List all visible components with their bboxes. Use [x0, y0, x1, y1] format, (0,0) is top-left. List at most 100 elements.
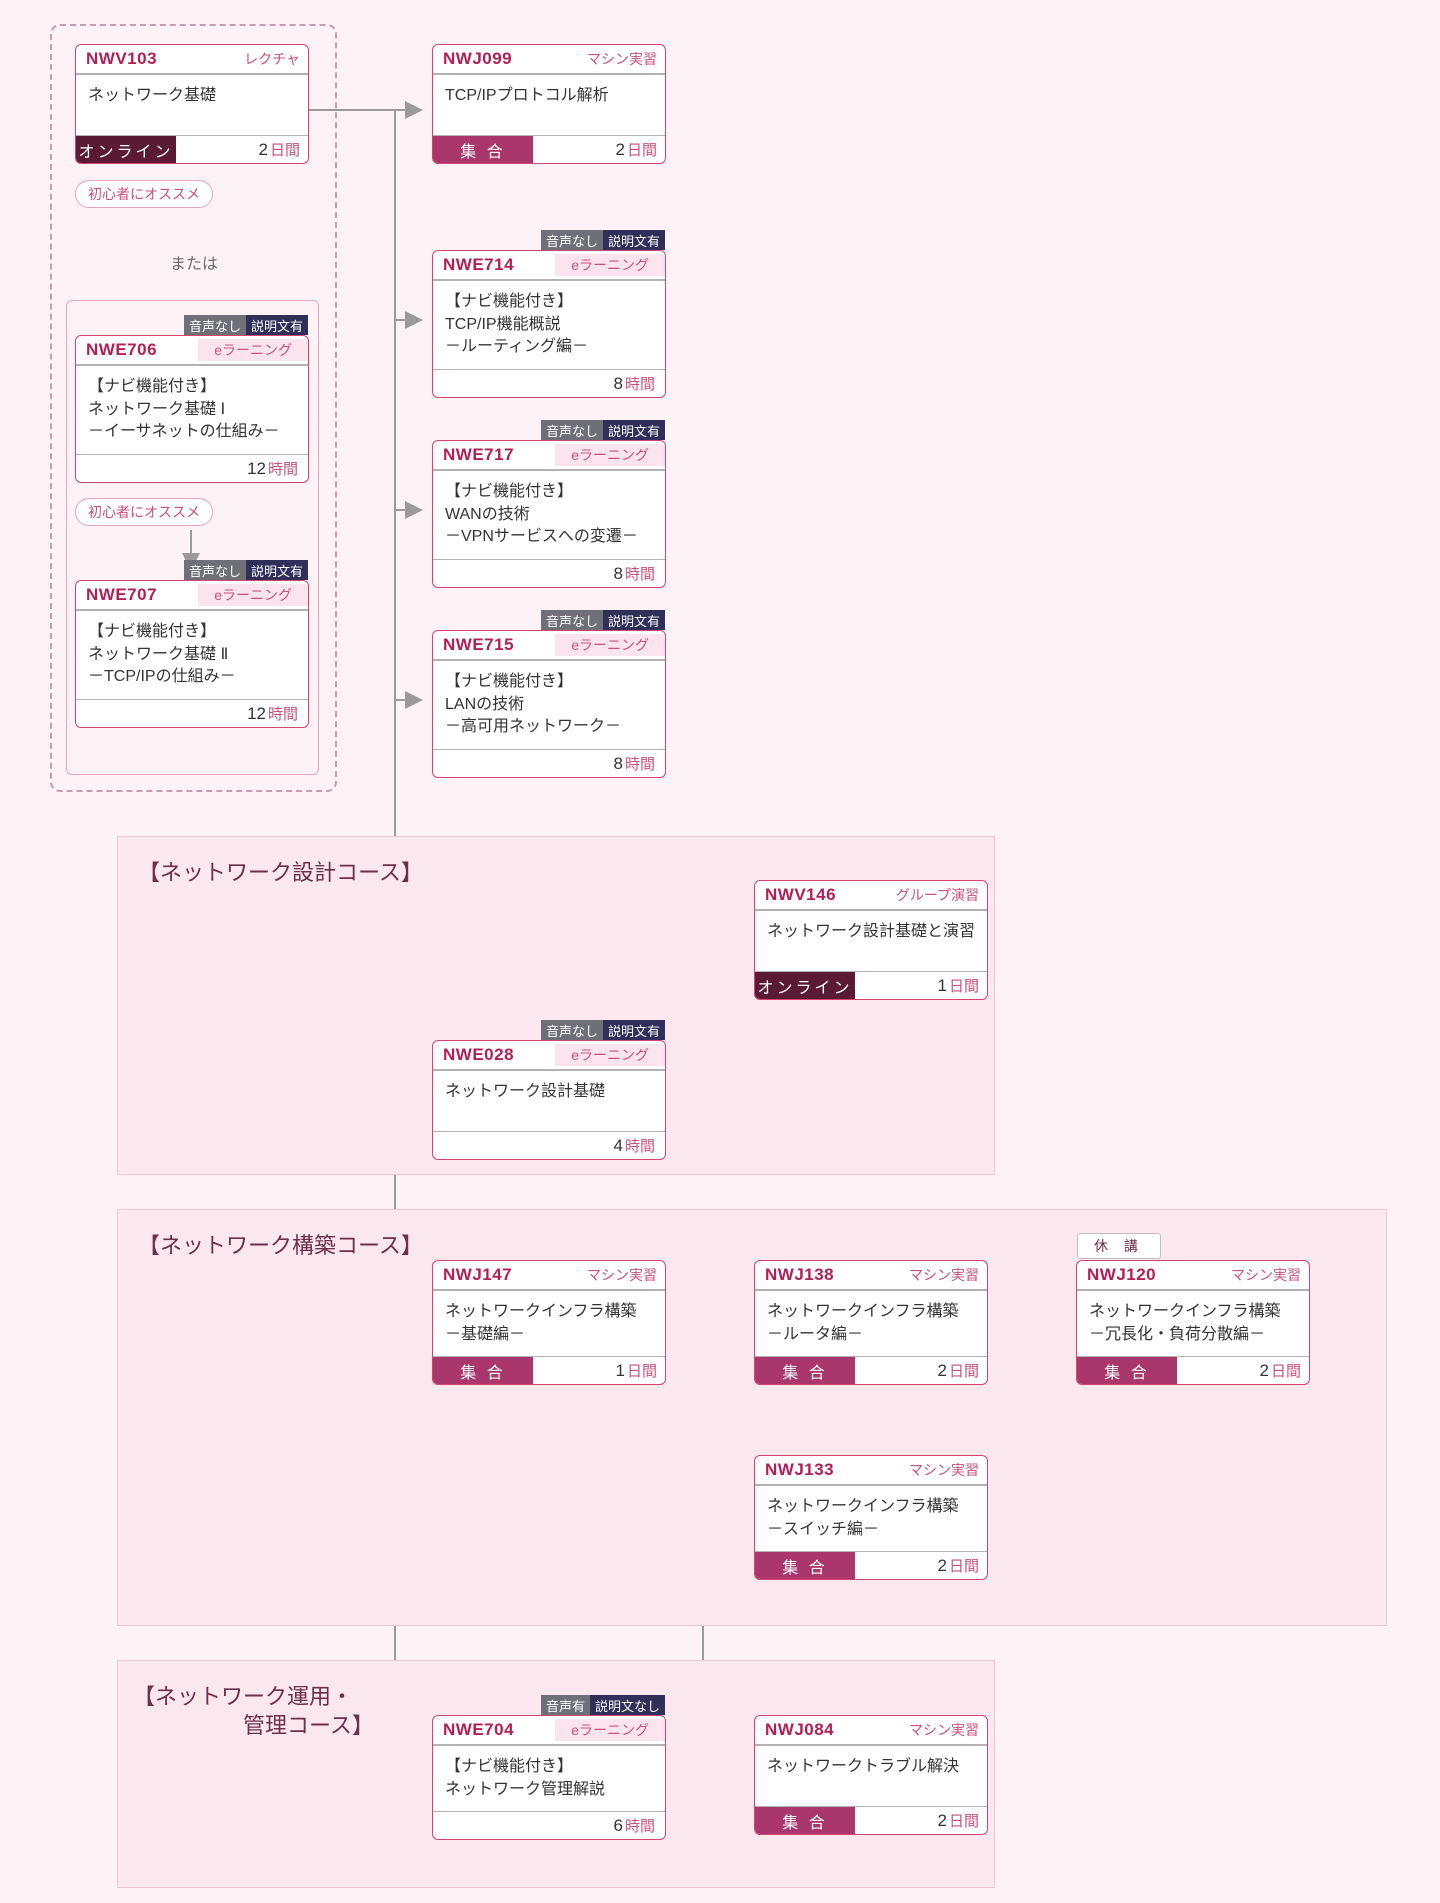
recommend-badge: 初心者にオススメ: [75, 498, 213, 526]
course-mode: eラーニング: [563, 1720, 657, 1740]
duration: 8時間: [606, 560, 665, 587]
course-card-NWV103[interactable]: NWV103レクチャネットワーク基礎オンライン2日間: [75, 44, 309, 164]
course-card-NWJ084[interactable]: NWJ084マシン実習ネットワークトラブル解決集 合2日間: [754, 1715, 988, 1835]
course-mode: マシン実習: [901, 1720, 987, 1740]
course-title: 【ナビ機能付き】 ネットワーク基礎 Ⅰ －イーサネットの仕組み－: [76, 366, 308, 454]
course-mode: eラーニング: [563, 255, 657, 275]
delivery-pill: 集 合: [1077, 1357, 1177, 1384]
course-code: NWE715: [433, 635, 524, 655]
course-title: 【ナビ機能付き】 ネットワーク基礎 Ⅱ －TCP/IPの仕組み－: [76, 611, 308, 699]
course-title: 【ナビ機能付き】 LANの技術 －高可用ネットワーク－: [433, 661, 665, 749]
course-card-NWE707[interactable]: 音声なし説明文有NWE707eラーニング【ナビ機能付き】 ネットワーク基礎 Ⅱ …: [75, 580, 309, 728]
course-title: ネットワーク設計基礎と演習: [755, 911, 987, 971]
course-code: NWE704: [433, 1720, 524, 1740]
course-card-NWJ120[interactable]: 休 講NWJ120マシン実習ネットワークインフラ構築 －冗長化・負荷分散編－集 …: [1076, 1260, 1310, 1385]
course-card-NWE714[interactable]: 音声なし説明文有NWE714eラーニング【ナビ機能付き】 TCP/IP機能概説 …: [432, 250, 666, 398]
card-foot: 8時間: [433, 559, 665, 587]
card-head: NWE707 eラーニング: [76, 581, 308, 611]
course-card-NWJ147[interactable]: NWJ147マシン実習ネットワークインフラ構築 －基礎編－集 合 1日間: [432, 1260, 666, 1385]
course-card-NWE717[interactable]: 音声なし説明文有NWE717eラーニング【ナビ機能付き】 WANの技術 －VPN…: [432, 440, 666, 588]
course-mode: eラーニング: [206, 340, 300, 360]
card-head: NWJ120 マシン実習: [1077, 1261, 1309, 1291]
course-card-NWE704[interactable]: 音声有説明文なしNWE704eラーニング【ナビ機能付き】 ネットワーク管理解説6…: [432, 1715, 666, 1840]
course-title: ネットワーク基礎: [76, 75, 308, 135]
course-mode: レクチャ: [236, 49, 308, 69]
course-title: 【ナビ機能付き】 TCP/IP機能概説 －ルーティング編－: [433, 281, 665, 369]
card-head: NWE717 eラーニング: [433, 441, 665, 471]
duration: 4時間: [606, 1132, 665, 1159]
card-foot: 集 合2日間: [755, 1356, 987, 1384]
course-card-NWV146[interactable]: NWV146グループ演習ネットワーク設計基礎と演習オンライン1日間: [754, 880, 988, 1000]
duration: 1日間: [608, 1357, 665, 1384]
connector: [395, 320, 420, 510]
course-card-NWE028[interactable]: 音声なし説明文有NWE028eラーニングネットワーク設計基礎4時間: [432, 1040, 666, 1160]
course-card-NWE706[interactable]: 音声なし説明文有NWE706eラーニング【ナビ機能付き】 ネットワーク基礎 Ⅰ …: [75, 335, 309, 483]
audio-badge: 音声なし説明文有: [184, 315, 308, 335]
course-mode: マシン実習: [901, 1265, 987, 1285]
duration: 12時間: [239, 455, 308, 482]
audio-badge: 音声なし説明文有: [541, 420, 665, 440]
course-card-NWJ099[interactable]: NWJ099マシン実習TCP/IPプロトコル解析集 合2日間: [432, 44, 666, 164]
duration: 8時間: [606, 750, 665, 777]
course-title: ネットワークインフラ構築 －基礎編－: [433, 1291, 665, 1356]
audio-badge: 音声なし説明文有: [541, 230, 665, 250]
card-foot: 集 合2日間: [1077, 1356, 1309, 1384]
card-foot: 集 合 1日間: [433, 1356, 665, 1384]
card-head: NWJ084マシン実習: [755, 1716, 987, 1746]
card-foot: 4時間: [433, 1131, 665, 1159]
card-head: NWE704 eラーニング: [433, 1716, 665, 1746]
course-code: NWJ147: [433, 1265, 522, 1285]
course-code: NWJ138: [755, 1265, 844, 1285]
course-code: NWV146: [755, 885, 846, 905]
course-mode: eラーニング: [206, 585, 300, 605]
card-head: NWV146グループ演習: [755, 881, 987, 911]
delivery-pill: 集 合: [755, 1807, 855, 1834]
course-mode: eラーニング: [563, 1045, 657, 1065]
card-head: NWE028 eラーニング: [433, 1041, 665, 1071]
card-foot: 集 合2日間: [433, 135, 665, 163]
course-title: TCP/IPプロトコル解析: [433, 75, 665, 135]
course-code: NWE707: [76, 585, 167, 605]
course-title: 【ナビ機能付き】 WANの技術 －VPNサービスへの変遷－: [433, 471, 665, 559]
course-code: NWE714: [433, 255, 524, 275]
delivery-pill: 集 合: [433, 1357, 533, 1384]
duration: 6時間: [606, 1812, 665, 1839]
course-card-NWE715[interactable]: 音声なし説明文有NWE715eラーニング【ナビ機能付き】 LANの技術 －高可用…: [432, 630, 666, 778]
card-head: NWJ138 マシン実習: [755, 1261, 987, 1291]
card-head: NWJ133 マシン実習: [755, 1456, 987, 1486]
delivery-pill: オンライン: [76, 136, 176, 163]
course-title: ネットワークインフラ構築 －スイッチ編－: [755, 1486, 987, 1551]
audio-badge: 音声なし説明文有: [541, 610, 665, 630]
card-foot: 6時間: [433, 1811, 665, 1839]
course-code: NWJ120: [1077, 1265, 1166, 1285]
card-foot: 12時間: [76, 454, 308, 482]
card-foot: 12時間: [76, 699, 308, 727]
course-title: ネットワーク設計基礎: [433, 1071, 665, 1131]
course-card-NWJ133[interactable]: NWJ133マシン実習ネットワークインフラ構築 －スイッチ編－集 合2日間: [754, 1455, 988, 1580]
course-code: NWE717: [433, 445, 524, 465]
delivery-pill: 集 合: [755, 1552, 855, 1579]
audio-badge: 音声なし説明文有: [184, 560, 308, 580]
audio-badge: 音声有説明文なし: [541, 1695, 665, 1715]
connector: [395, 510, 420, 700]
course-code: NWJ133: [755, 1460, 844, 1480]
section-ops-title: 【ネットワーク運用・ 管理コース】: [133, 1683, 374, 1740]
course-title: ネットワークインフラ構築 －ルータ編－: [755, 1291, 987, 1356]
card-head: NWE715 eラーニング: [433, 631, 665, 661]
course-code: NWV103: [76, 49, 167, 69]
card-foot: オンライン1日間: [755, 971, 987, 999]
delivery-pill: オンライン: [755, 972, 855, 999]
recommend-badge: 初心者にオススメ: [75, 180, 213, 208]
delivery-pill: 集 合: [755, 1357, 855, 1384]
course-card-NWJ138[interactable]: NWJ138 マシン実習ネットワークインフラ構築 －ルータ編－集 合2日間: [754, 1260, 988, 1385]
course-title: 【ナビ機能付き】 ネットワーク管理解説: [433, 1746, 665, 1811]
course-mode: マシン実習: [901, 1460, 987, 1480]
course-title: ネットワークインフラ構築 －冗長化・負荷分散編－: [1077, 1291, 1309, 1356]
section-design-title: 【ネットワーク設計コース】: [138, 859, 423, 888]
audio-badge: 音声なし説明文有: [541, 1020, 665, 1040]
course-mode: マシン実習: [1223, 1265, 1309, 1285]
course-mode: eラーニング: [563, 635, 657, 655]
card-head: NWJ147マシン実習: [433, 1261, 665, 1291]
course-mode: eラーニング: [563, 445, 657, 465]
course-code: NWE028: [433, 1045, 524, 1065]
